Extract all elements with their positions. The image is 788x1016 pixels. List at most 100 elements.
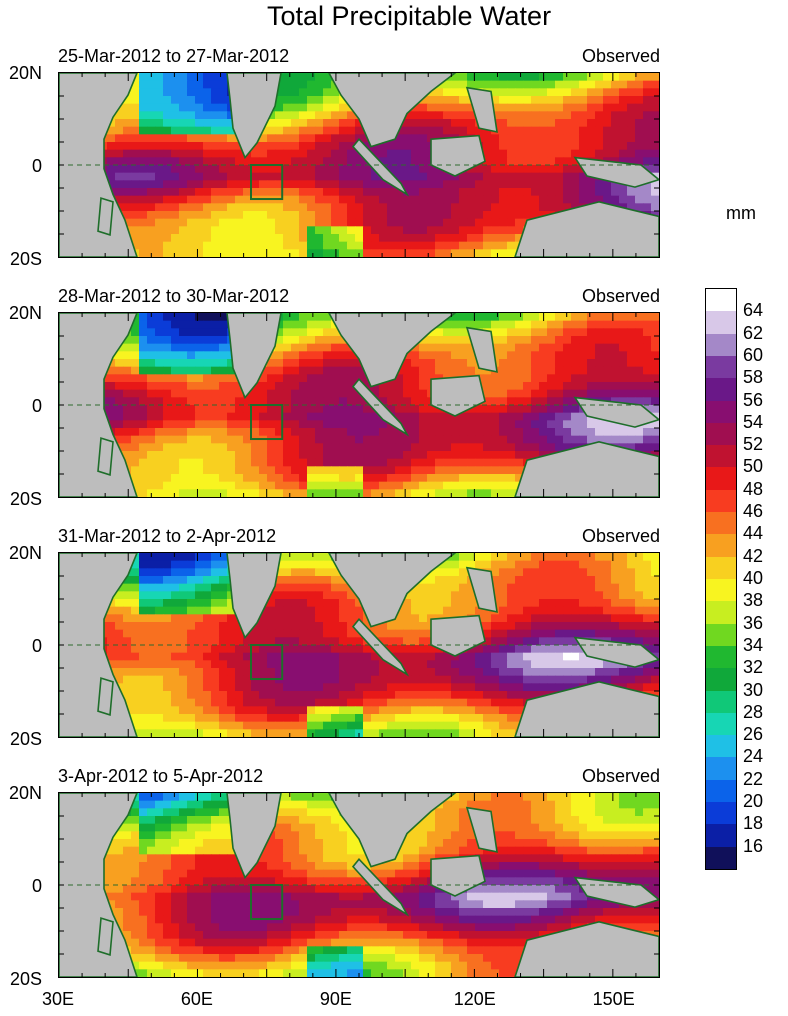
field-cell <box>315 443 324 452</box>
field-cell <box>531 606 540 615</box>
field-cell <box>131 218 140 227</box>
field-cell <box>115 126 124 135</box>
field-cell <box>275 397 284 406</box>
field-cell <box>163 336 172 345</box>
field-cell <box>603 359 612 368</box>
field-cell <box>227 629 236 638</box>
field-cell <box>547 652 556 661</box>
field-cell <box>347 226 356 235</box>
field-cell <box>459 474 468 483</box>
field-cell <box>435 249 444 257</box>
field-cell <box>411 241 420 250</box>
field-cell <box>219 374 228 383</box>
field-cell <box>299 451 308 460</box>
field-cell <box>611 88 620 97</box>
field-cell <box>211 389 220 398</box>
field-cell <box>107 126 116 135</box>
field-cell <box>579 343 588 352</box>
field-cell <box>459 320 468 329</box>
field-cell <box>491 629 500 638</box>
field-cell <box>203 249 212 257</box>
field-cell <box>515 343 524 352</box>
field-cell <box>451 88 460 97</box>
field-cell <box>187 320 196 329</box>
field-cell <box>507 126 516 135</box>
field-cell <box>507 111 516 120</box>
panel-date-range: 25-Mar-2012 to 27-Mar-2012 <box>58 46 290 66</box>
field-cell <box>275 165 284 174</box>
field-cell <box>283 343 292 352</box>
field-cell <box>243 420 252 429</box>
field-cell <box>427 88 436 97</box>
field-cell <box>179 474 188 483</box>
field-cell <box>571 366 580 375</box>
field-cell <box>339 660 348 669</box>
field-cell <box>643 428 652 437</box>
field-cell <box>195 165 204 174</box>
field-cell <box>595 180 604 189</box>
field-cell <box>499 188 508 197</box>
field-cell <box>227 165 236 174</box>
field-cell <box>195 412 204 421</box>
field-cell <box>379 451 388 460</box>
field-cell <box>603 428 612 437</box>
field-cell <box>443 218 452 227</box>
field-cell <box>323 443 332 452</box>
field-cell <box>515 622 524 631</box>
field-cell <box>267 165 276 174</box>
field-cell <box>355 195 364 204</box>
field-cell <box>587 343 596 352</box>
field-cell <box>371 180 380 189</box>
field-cell <box>563 203 572 212</box>
field-cell <box>155 359 164 368</box>
field-cell <box>307 405 316 414</box>
field-cell <box>131 622 140 631</box>
field-cell <box>395 489 404 497</box>
field-cell <box>571 614 580 623</box>
field-cell <box>427 474 436 483</box>
field-cell <box>139 637 148 646</box>
field-cell <box>387 157 396 166</box>
field-cell <box>275 405 284 414</box>
field-cell <box>531 328 540 337</box>
field-cell <box>443 568 452 577</box>
field-cell <box>507 435 516 444</box>
field-cell <box>523 149 532 158</box>
field-cell <box>331 218 340 227</box>
field-cell <box>411 218 420 227</box>
field-cell <box>307 203 316 212</box>
field-cell <box>379 218 388 227</box>
field-cell <box>403 149 412 158</box>
field-cell <box>299 622 308 631</box>
field-cell <box>227 474 236 483</box>
field-cell <box>219 443 228 452</box>
field-cell <box>291 397 300 406</box>
field-cell <box>451 328 460 337</box>
field-cell <box>499 96 508 105</box>
field-cell <box>523 420 532 429</box>
field-cell <box>555 645 564 654</box>
field-cell <box>651 374 659 383</box>
field-cell <box>315 389 324 398</box>
field-cell <box>171 489 180 497</box>
field-cell <box>299 420 308 429</box>
field-cell <box>419 119 428 128</box>
field-cell <box>131 142 140 151</box>
field-cell <box>291 668 300 677</box>
field-cell <box>139 88 148 97</box>
field-cell <box>323 458 332 467</box>
field-cell <box>283 96 292 105</box>
field-cell <box>139 645 148 654</box>
field-cell <box>331 328 340 337</box>
field-cell <box>435 351 444 360</box>
field-cell <box>451 359 460 368</box>
field-cell <box>139 119 148 128</box>
field-cell <box>491 249 500 257</box>
field-cell <box>483 560 492 569</box>
field-cell <box>499 606 508 615</box>
field-cell <box>555 111 564 120</box>
field-cell <box>643 111 652 120</box>
field-cell <box>299 249 308 257</box>
field-cell <box>435 126 444 135</box>
field-cell <box>595 328 604 337</box>
